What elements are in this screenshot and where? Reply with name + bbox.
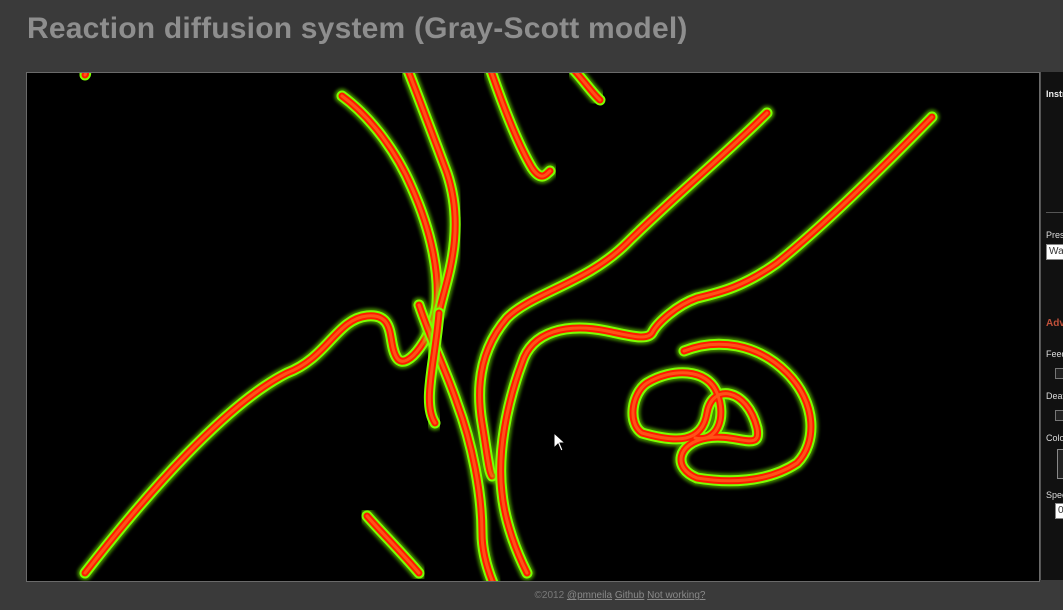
colors-label: Colors: bbox=[1046, 433, 1063, 443]
copyright-text: ©2012 bbox=[534, 590, 565, 601]
death-rate-slider[interactable] bbox=[1055, 410, 1063, 421]
pattern-stripe bbox=[359, 508, 427, 581]
author-link[interactable]: @pmneila bbox=[566, 590, 613, 601]
github-link[interactable]: Github bbox=[614, 590, 645, 601]
simulation-canvas[interactable] bbox=[26, 72, 1040, 582]
pattern-stripe bbox=[493, 109, 940, 581]
pattern-stripe bbox=[77, 88, 445, 581]
pattern-svg[interactable] bbox=[27, 73, 1039, 581]
pattern-stripe bbox=[625, 336, 819, 489]
feed-rate-slider[interactable] bbox=[1055, 368, 1063, 379]
pattern-stripe bbox=[76, 73, 94, 83]
color-gradient-picker[interactable] bbox=[1057, 449, 1063, 479]
feed-rate-label: Feed rate: bbox=[1046, 349, 1063, 359]
pattern-stripe bbox=[472, 105, 775, 484]
mouse-cursor-icon bbox=[553, 431, 567, 457]
preset-label: Presets: bbox=[1046, 230, 1063, 240]
pattern-stripe bbox=[400, 73, 463, 321]
not-working-link[interactable]: Not working? bbox=[647, 590, 706, 601]
instructions-heading: Instructions bbox=[1046, 89, 1063, 99]
speed-input[interactable]: 0 bbox=[1055, 503, 1063, 519]
speed-label: Speed: bbox=[1046, 490, 1063, 500]
preset-select[interactable]: Warning bbox=[1046, 244, 1063, 260]
footer: ©2012 @pmneila Github Not working? bbox=[0, 590, 1063, 601]
controls-panel: Instructions Presets: Warning Advanced o… bbox=[1040, 72, 1063, 580]
panel-divider bbox=[1046, 212, 1063, 213]
death-rate-label: Death rate: bbox=[1046, 391, 1063, 401]
pattern-stripe bbox=[483, 73, 558, 184]
pattern-stripe bbox=[566, 73, 608, 108]
page-title: Reaction diffusion system (Gray-Scott mo… bbox=[27, 12, 688, 45]
pattern-stripe bbox=[421, 305, 447, 431]
advanced-options-link[interactable]: Advanced options bbox=[1046, 318, 1063, 329]
